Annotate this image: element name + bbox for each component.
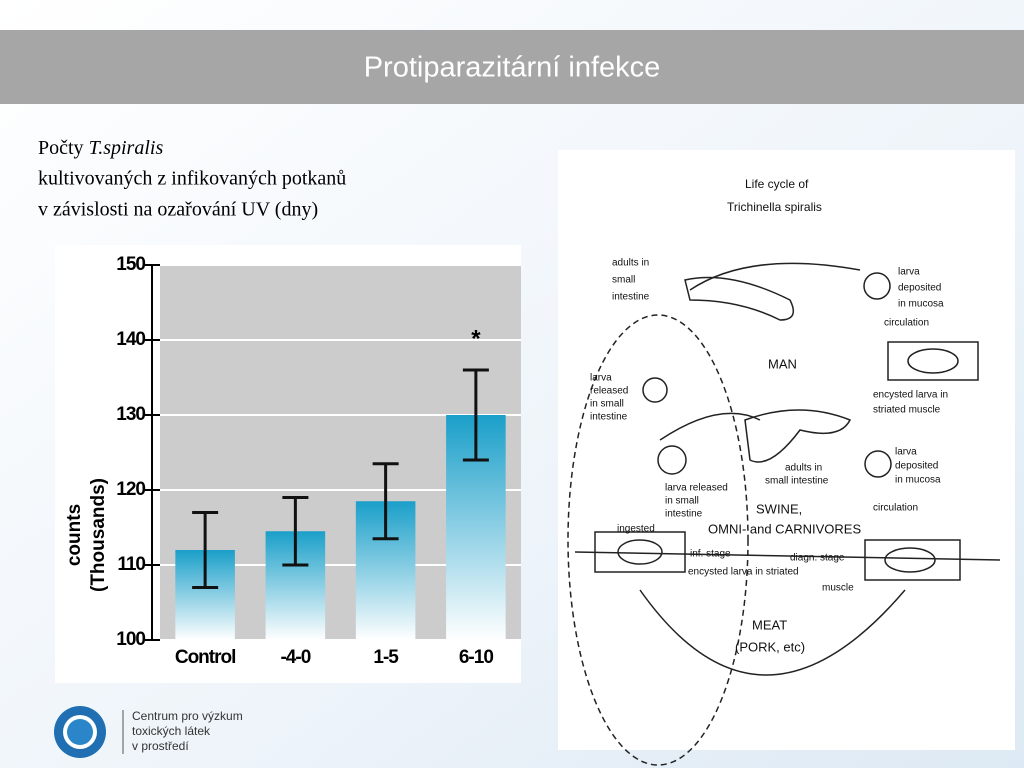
diagram-label: diagn. stage [790,553,845,564]
diagram-label: small [612,275,635,286]
diagram-label: in mucosa [898,299,944,310]
y-axis-label: (Thousands) [88,478,109,592]
diagram-label: MEAT [752,617,787,632]
y-axis-label: counts [64,504,85,566]
logo-text: toxických látek [132,724,211,738]
diagram-panel [558,150,1015,750]
diagram-label: MAN [768,356,797,371]
diagram-label: deposited [898,283,941,294]
diagram-label: Life cycle of [745,177,809,191]
diagram-label: small intestine [765,476,829,487]
y-tick-label: 130 [116,404,145,425]
diagram-label: circulation [884,318,929,329]
diagram-label: larva [895,447,917,458]
diagram-label: in small [590,399,624,410]
y-tick-label: 120 [116,479,145,500]
caption-species: T.spiralis [89,137,164,159]
diagram-label: ingested [617,524,655,535]
diagram-label: larva [898,267,920,278]
diagram-label: in small [665,496,699,507]
x-tick-label: -4-0 [280,647,310,668]
annotation: * [471,325,481,352]
slide-title: Protiparazitární infekce [364,52,661,84]
diagram-label: intestine [612,292,650,303]
error-bar [372,462,399,541]
y-tick-label: 110 [117,554,145,575]
diagram-label: intestine [665,509,703,520]
logo-text: Centrum pro výzkum [132,709,243,723]
diagram-label: released [590,386,628,397]
error-bar [282,496,309,567]
x-tick-label: 6-10 [459,647,493,668]
diagram-label: circulation [873,503,918,514]
diagram-label: muscle [822,583,854,594]
diagram-label: OMNI- and CARNIVORES [708,521,861,536]
diagram-label: striated muscle [873,405,941,416]
error-bar [462,368,489,462]
y-tick-label: 150 [116,254,145,275]
diagram-label: encysted larva in striated [688,567,799,578]
x-tick-label: 1-5 [373,647,399,668]
diagram-label: adults in [785,463,822,474]
diagram-label: Trichinella spiralis [727,200,822,214]
diagram-shapes [567,262,1001,766]
diagram-label: intestine [590,412,628,423]
y-tick-label: 100 [116,629,145,650]
diagram-label: larva released [665,483,728,494]
caption: Počty T.spiralis [38,137,163,159]
diagram-label: deposited [895,461,938,472]
logo [54,706,124,758]
diagram-label: encysted larva in [873,390,948,401]
y-tick-label: 140 [116,329,145,350]
diagram-label: adults in [612,258,649,269]
caption-text: Počty [38,137,84,159]
diagram-label: larva [590,373,612,384]
diagram-label: inf. stage [690,549,731,560]
diagram-label: in mucosa [895,475,941,486]
diagram-label: (PORK, etc) [735,639,805,654]
diagram-label: SWINE, [756,501,802,516]
error-bar [192,511,219,589]
caption-line: kultivovaných z infikovaných potkanů [38,168,346,190]
caption-line: v závislosti na ozařování UV (dny) [38,199,318,221]
logo-text: v prostředí [132,739,189,753]
x-tick-label: Control [175,647,236,668]
header-bar [0,30,1024,104]
